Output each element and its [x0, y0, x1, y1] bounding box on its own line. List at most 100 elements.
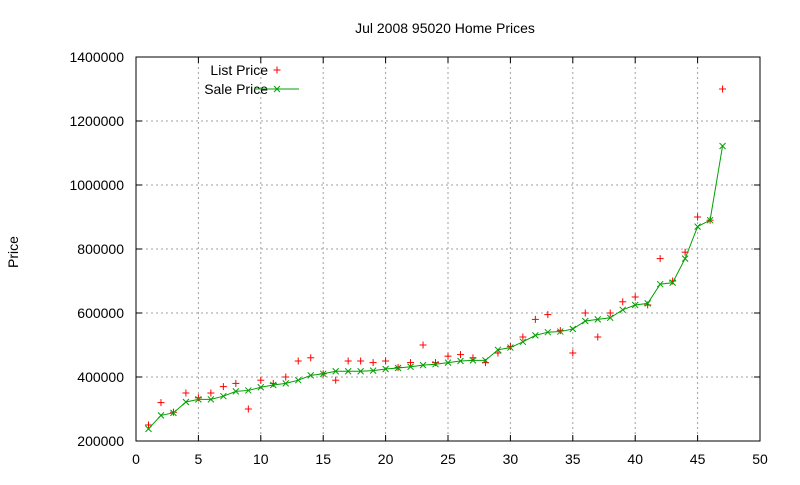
list-price-point: [382, 357, 390, 365]
sale-price-point: [669, 279, 676, 286]
chart-title: Jul 2008 95020 Home Prices: [355, 20, 535, 36]
sale-price-point: [332, 367, 340, 375]
sale-price-point: [457, 357, 464, 365]
series-sale-price: [145, 142, 726, 433]
list-price-point: [369, 359, 377, 367]
sale-price-point: [195, 396, 202, 403]
legend: List Price Sale Price: [204, 62, 299, 97]
x-tick-label: 15: [315, 451, 331, 467]
sale-price-point: [207, 396, 215, 403]
sale-price-point: [232, 388, 240, 395]
sale-price-point: [631, 301, 639, 309]
sale-price-point: [407, 363, 414, 371]
list-price-point: [244, 405, 252, 413]
sale-price-point: [581, 317, 589, 325]
y-tick-label: 1200000: [69, 113, 124, 129]
y-tick-label: 400000: [77, 369, 124, 385]
y-tick-label: 1000000: [69, 177, 124, 193]
list-price-point: [619, 298, 627, 306]
sale-price-point: [444, 359, 452, 366]
sale-price-point: [619, 306, 627, 314]
sale-price-point: [307, 372, 315, 379]
y-tick-label: 600000: [77, 305, 124, 321]
list-price-point: [357, 357, 365, 365]
sale-price-point: [606, 314, 614, 322]
list-price-point: [519, 333, 527, 341]
legend-label: List Price: [210, 62, 268, 78]
x-tick-label: 10: [253, 451, 269, 467]
sale-price-point: [344, 367, 352, 375]
x-tick-label: 25: [440, 451, 456, 467]
sale-price-point: [494, 346, 502, 354]
y-tick-label: 800000: [77, 241, 124, 257]
sale-price-point: [220, 392, 227, 400]
y-tick-label: 1400000: [69, 49, 124, 65]
sale-price-point: [519, 338, 527, 346]
sale-price-point: [182, 398, 190, 406]
sale-price-point: [319, 370, 327, 378]
y-tick-label: 200000: [77, 433, 124, 449]
list-price-point: [332, 376, 340, 384]
list-price-point: [456, 351, 464, 359]
sale-price-point: [170, 409, 177, 417]
legend-marker: [273, 85, 281, 93]
list-price-point: [531, 315, 539, 323]
sale-price-point: [432, 360, 439, 368]
list-price-point: [407, 359, 415, 367]
sale-price-point: [394, 364, 402, 372]
list-price-point: [294, 357, 302, 365]
list-price-point: [444, 352, 452, 360]
list-price-point: [257, 376, 265, 384]
sale-price-point: [706, 216, 714, 224]
sale-price-point: [594, 316, 602, 323]
list-price-point: [631, 293, 639, 301]
sale-price-point: [469, 357, 477, 364]
list-price-point: [432, 359, 440, 367]
x-tick-label: 30: [503, 451, 519, 467]
sale-price-point: [556, 328, 564, 335]
x-tick-label: 45: [690, 451, 706, 467]
sale-price-point: [357, 367, 364, 375]
list-price-point: [144, 421, 152, 429]
x-tick-label: 5: [195, 451, 203, 467]
list-price-point: [694, 213, 702, 221]
sale-price-point: [482, 357, 489, 364]
plot-frame: [135, 56, 761, 442]
sale-price-point: [145, 425, 152, 433]
sale-price-point: [382, 365, 389, 373]
sale-price-point: [569, 325, 577, 333]
list-price-point: [282, 373, 290, 381]
list-price-point: [232, 379, 240, 387]
list-price-point: [207, 389, 215, 397]
sale-price-point: [681, 255, 689, 262]
list-price-point: [569, 349, 577, 357]
sale-price-line: [148, 145, 724, 430]
legend-label: Sale Price: [204, 81, 268, 97]
sale-price-point: [719, 142, 726, 150]
sale-price-point: [419, 361, 427, 369]
axis-tick-labels: 0 5 10 15 20 25 30 35 40 45 50 200000 400000 600000 80…: [69, 49, 768, 467]
sale-price-point: [282, 380, 290, 387]
list-price-point: [419, 341, 427, 349]
list-price-point: [344, 357, 352, 365]
sale-price-point: [294, 376, 302, 384]
sale-price-point: [544, 328, 552, 336]
sale-price-point: [244, 387, 252, 394]
y-axis-label: Price: [5, 236, 21, 268]
list-price-point: [494, 349, 502, 357]
list-price-point: [606, 309, 614, 317]
list-price-point: [219, 383, 227, 391]
x-tick-label: 0: [132, 451, 140, 467]
series-list-price: [144, 85, 727, 429]
sale-price-point: [269, 381, 277, 389]
list-price-point: [669, 277, 677, 285]
list-price-point: [182, 389, 190, 397]
list-price-point: [656, 255, 664, 263]
legend-marker: [273, 66, 281, 74]
list-price-point: [307, 354, 315, 362]
sale-price-point: [532, 332, 539, 339]
grid-lines: [136, 57, 760, 441]
list-price-point: [157, 399, 165, 407]
